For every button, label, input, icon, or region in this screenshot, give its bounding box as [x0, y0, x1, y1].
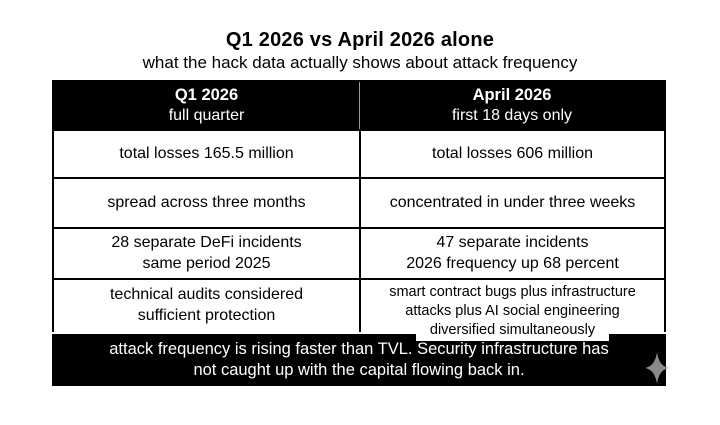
cell-q1-incidents: 28 separate DeFi incidents same period 2…: [54, 229, 359, 278]
table-row-attack-nature: technical audits considered sufficient p…: [54, 278, 664, 341]
cell-line: technical audits considered: [109, 286, 303, 304]
column-title: April 2026: [472, 86, 552, 105]
sparkle-icon: [645, 352, 669, 384]
table-row-incident-counts: 28 separate DeFi incidents same period 2…: [54, 227, 664, 278]
cell-line: 47 separate incidents: [436, 233, 589, 251]
cell-april-concentrated: concentrated in under three weeks: [359, 179, 664, 227]
footer-line: not caught up with the capital flowing b…: [193, 361, 525, 379]
comparison-table: Q1 2026 full quarter April 2026 first 18…: [52, 80, 666, 341]
column-header-april-2026: April 2026 first 18 days only: [359, 82, 664, 129]
cell-april-total-losses: total losses 606 million: [359, 131, 664, 177]
cell-line: sufficient protection: [137, 307, 276, 324]
column-title: Q1 2026: [174, 86, 239, 105]
table-row-time-spread: spread across three months concentrated …: [54, 177, 664, 227]
cell-line-overflow: diversified simultaneously: [365, 321, 660, 341]
table-header-row: Q1 2026 full quarter April 2026 first 18…: [54, 82, 664, 129]
cell-line: concentrated in under three weeks: [389, 193, 636, 211]
table-row-total-losses: total losses 165.5 million total losses …: [54, 129, 664, 177]
column-subtitle: full quarter: [168, 106, 245, 124]
page-subtitle: what the hack data actually shows about …: [142, 53, 578, 72]
cell-q1-total-losses: total losses 165.5 million: [54, 131, 359, 177]
cell-april-attack-types: smart contract bugs plus infrastructure …: [359, 280, 664, 341]
column-header-q1-2026: Q1 2026 full quarter: [54, 82, 359, 129]
cell-line: attacks plus AI social engineering: [405, 303, 620, 319]
column-subtitle: first 18 days only: [451, 106, 573, 124]
cell-q1-spread: spread across three months: [54, 179, 359, 227]
page-title: Q1 2026 vs April 2026 alone: [225, 29, 495, 51]
cell-line: total losses 165.5 million: [119, 144, 294, 162]
cell-line: 2026 frequency up 68 percent: [406, 254, 619, 272]
overflow-text-chip: diversified simultaneously: [415, 321, 610, 341]
footer-conclusion-band: attack frequency is rising faster than T…: [52, 334, 669, 386]
cell-line: smart contract bugs plus infrastructure: [389, 284, 636, 300]
cell-line: total losses 606 million: [432, 144, 593, 162]
cell-line: same period 2025: [142, 254, 271, 272]
cell-line: 28 separate DeFi incidents: [111, 233, 302, 251]
cell-q1-audits: technical audits considered sufficient p…: [54, 280, 359, 332]
cell-line: spread across three months: [107, 193, 306, 211]
footer-line: attack frequency is rising faster than T…: [109, 340, 609, 358]
cell-april-incidents: 47 separate incidents 2026 frequency up …: [359, 229, 664, 278]
